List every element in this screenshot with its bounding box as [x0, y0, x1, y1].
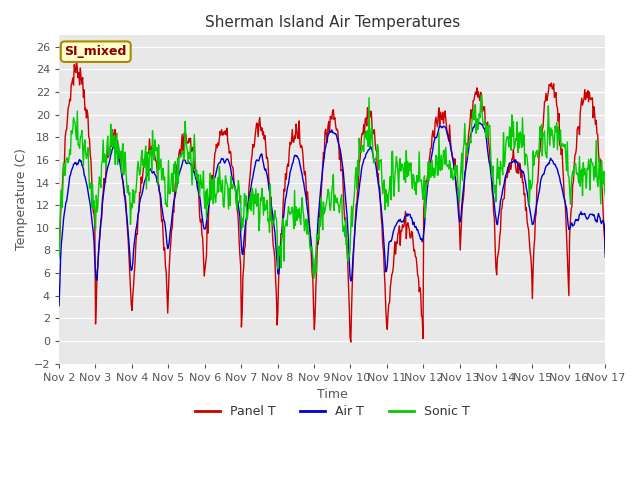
Sonic T — [415, 149, 423, 155]
Air T — [399, 218, 406, 224]
Y-axis label: Temperature (C): Temperature (C) — [15, 149, 28, 251]
Air T — [205, 199, 213, 204]
Panel T — [65, 103, 73, 108]
Text: SI_mixed: SI_mixed — [65, 45, 127, 58]
Panel T — [55, 250, 63, 255]
Sonic T — [65, 156, 73, 161]
Panel T — [602, 251, 609, 256]
Sonic T — [399, 167, 407, 172]
Panel T — [416, 285, 424, 290]
Title: Sherman Island Air Temperatures: Sherman Island Air Temperatures — [205, 15, 460, 30]
Air T — [474, 119, 481, 124]
Sonic T — [602, 192, 609, 198]
Sonic T — [122, 149, 129, 155]
Air T — [55, 303, 63, 309]
X-axis label: Time: Time — [317, 388, 348, 401]
Panel T — [73, 55, 81, 61]
Sonic T — [477, 92, 485, 98]
Panel T — [177, 143, 185, 148]
Line: Panel T: Panel T — [59, 58, 605, 342]
Air T — [177, 167, 184, 172]
Legend: Panel T, Air T, Sonic T: Panel T, Air T, Sonic T — [189, 400, 475, 423]
Panel T — [122, 201, 130, 206]
Air T — [65, 180, 73, 186]
Air T — [122, 198, 129, 204]
Panel T — [347, 339, 355, 345]
Sonic T — [55, 255, 63, 261]
Air T — [602, 254, 609, 260]
Panel T — [400, 223, 408, 229]
Sonic T — [310, 276, 317, 282]
Line: Sonic T: Sonic T — [59, 95, 605, 279]
Sonic T — [177, 154, 184, 160]
Panel T — [207, 192, 214, 198]
Line: Air T: Air T — [59, 121, 605, 306]
Sonic T — [205, 189, 213, 195]
Air T — [415, 229, 422, 235]
